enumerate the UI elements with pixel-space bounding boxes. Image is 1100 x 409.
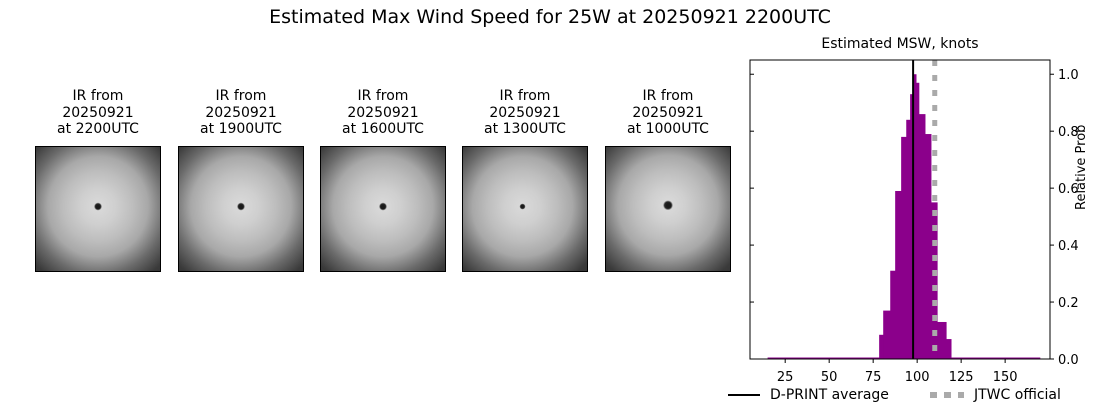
- legend-dprint: D-PRINT average: [728, 387, 889, 403]
- legend-label-jtwc: JTWC official: [974, 387, 1061, 403]
- caption-line: 20250921: [347, 104, 419, 121]
- solid-line-icon: [728, 394, 760, 396]
- storm-eye-icon: [665, 202, 671, 208]
- caption-line: at 1900UTC: [200, 121, 282, 137]
- histogram-bar: [883, 310, 891, 359]
- histogram-bar: [918, 114, 926, 359]
- x-tick-label: 50: [821, 370, 838, 385]
- storm-eye-icon: [239, 204, 243, 209]
- figure-title: Estimated Max Wind Speed for 25W at 2025…: [269, 6, 831, 28]
- y-tick-label: 0.0: [1058, 353, 1079, 368]
- panel-caption: IR from 20250921 at 1000UTC: [585, 88, 751, 138]
- histogram-bar: [901, 136, 907, 359]
- caption-line: IR from: [72, 88, 124, 104]
- caption-line: IR from: [499, 88, 551, 104]
- storm-eye-icon: [381, 204, 385, 209]
- histogram-bar: [895, 190, 902, 359]
- histogram-bar: [931, 202, 938, 359]
- dotted-line-icon: [930, 392, 964, 398]
- histogram-bar: [946, 339, 952, 359]
- ir-satellite-image: [178, 146, 304, 272]
- panel-caption: IR from 20250921 at 1600UTC: [300, 88, 466, 138]
- histogram-bar: [906, 119, 911, 359]
- ir-satellite-image: [35, 146, 161, 272]
- ir-satellite-image: [462, 146, 588, 272]
- plot-frame: [749, 59, 1051, 360]
- x-tick-label: 25: [777, 370, 794, 385]
- satellite-panel: IR from 20250921 at 1300UTC: [462, 88, 588, 272]
- y-tick-label: 0.8: [1058, 125, 1079, 140]
- caption-line: 20250921: [632, 104, 704, 121]
- histogram-bar: [925, 134, 932, 359]
- x-tick-label: 125: [949, 370, 974, 385]
- caption-line: 20250921: [205, 104, 277, 121]
- caption-line: at 1300UTC: [484, 121, 566, 137]
- panel-caption: IR from 20250921 at 2200UTC: [15, 88, 181, 138]
- satellite-panel: IR from 20250921 at 2200UTC: [35, 88, 161, 272]
- caption-line: at 1600UTC: [342, 121, 424, 137]
- histogram-bar: [937, 321, 947, 359]
- legend-jtwc: JTWC official: [930, 387, 1061, 403]
- y-tick-label: 0.6: [1058, 182, 1079, 197]
- caption-line: IR from: [215, 88, 267, 104]
- caption-line: 20250921: [489, 104, 561, 121]
- ir-satellite-image: [605, 146, 731, 272]
- chart-title: Estimated MSW, knots: [821, 36, 979, 52]
- x-tick-label: 75: [865, 370, 882, 385]
- histogram-bar: [913, 74, 917, 359]
- y-tick-label: 0.4: [1058, 239, 1079, 254]
- storm-eye-icon: [521, 205, 525, 209]
- ir-satellite-image: [320, 146, 446, 272]
- y-tick-label: 0.2: [1058, 296, 1079, 311]
- x-tick-label: 100: [905, 370, 930, 385]
- caption-line: at 2200UTC: [57, 121, 139, 137]
- satellite-panel: IR from 20250921 at 1000UTC: [605, 88, 731, 272]
- satellite-panel: IR from 20250921 at 1600UTC: [320, 88, 446, 272]
- histogram-bar: [890, 270, 896, 359]
- histogram-bar: [879, 334, 884, 359]
- panel-caption: IR from 20250921 at 1300UTC: [442, 88, 608, 138]
- histogram-bar: [916, 82, 920, 360]
- caption-line: IR from: [357, 88, 409, 104]
- caption-line: 20250921: [62, 104, 134, 121]
- caption-line: IR from: [642, 88, 694, 104]
- y-tick-label: 1.0: [1058, 68, 1079, 83]
- panel-caption: IR from 20250921 at 1900UTC: [158, 88, 324, 138]
- x-tick-label: 150: [993, 370, 1018, 385]
- histogram-bar: [910, 94, 914, 360]
- caption-line: at 1000UTC: [627, 121, 709, 137]
- satellite-panel: IR from 20250921 at 1900UTC: [178, 88, 304, 272]
- legend-label-dprint: D-PRINT average: [770, 387, 889, 403]
- storm-eye-icon: [96, 204, 100, 209]
